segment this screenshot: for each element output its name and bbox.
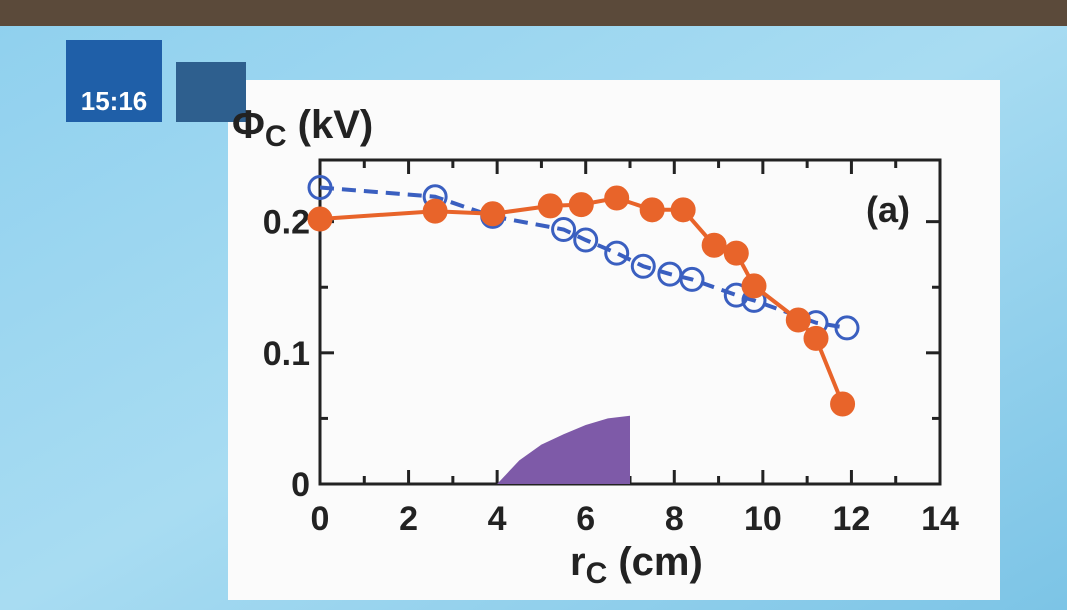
clock: 15:16 [81, 86, 148, 116]
annotation: (a) [866, 189, 910, 230]
data-point [482, 203, 504, 225]
data-point [641, 199, 663, 221]
x-axis-label-part: r [570, 540, 586, 584]
x-tick-label: 0 [311, 500, 330, 538]
chart-panel [228, 80, 1000, 600]
data-point [309, 208, 331, 230]
y-axis-label-part: (kV) [287, 103, 374, 147]
x-tick-label: 6 [576, 500, 595, 538]
data-point [606, 187, 628, 209]
x-tick-label: 14 [921, 500, 959, 538]
top-strip [0, 0, 1067, 26]
x-tick-label: 2 [399, 500, 418, 538]
y-tick-label: 0 [291, 466, 310, 504]
x-tick-label: 12 [833, 500, 871, 538]
y-tick-label: 0.1 [263, 335, 310, 373]
y-axis-label-part: C [265, 120, 287, 153]
y-axis-label-part: Φ [232, 103, 265, 147]
screen: 15:16 0246810121400.10.2ΦC (kV)rC (cm)(a… [0, 0, 1067, 610]
data-point [424, 200, 446, 222]
x-axis-label-part: C [586, 557, 608, 590]
y-axis-label: ΦC (kV) [232, 103, 373, 153]
data-point [832, 393, 854, 415]
data-point [787, 309, 809, 331]
data-point [703, 234, 725, 256]
x-axis-label-part: (cm) [607, 540, 703, 584]
x-tick-label: 4 [488, 500, 507, 538]
data-point [805, 327, 827, 349]
page: 15:16 0246810121400.10.2ΦC (kV)rC (cm)(a… [0, 0, 1067, 610]
data-point [539, 195, 561, 217]
data-point [570, 194, 592, 216]
x-tick-label: 8 [665, 500, 684, 538]
y-tick-label: 0.2 [263, 204, 310, 242]
data-point [725, 242, 747, 264]
x-tick-label: 10 [744, 500, 782, 538]
data-point [672, 199, 694, 221]
data-point [743, 275, 765, 297]
